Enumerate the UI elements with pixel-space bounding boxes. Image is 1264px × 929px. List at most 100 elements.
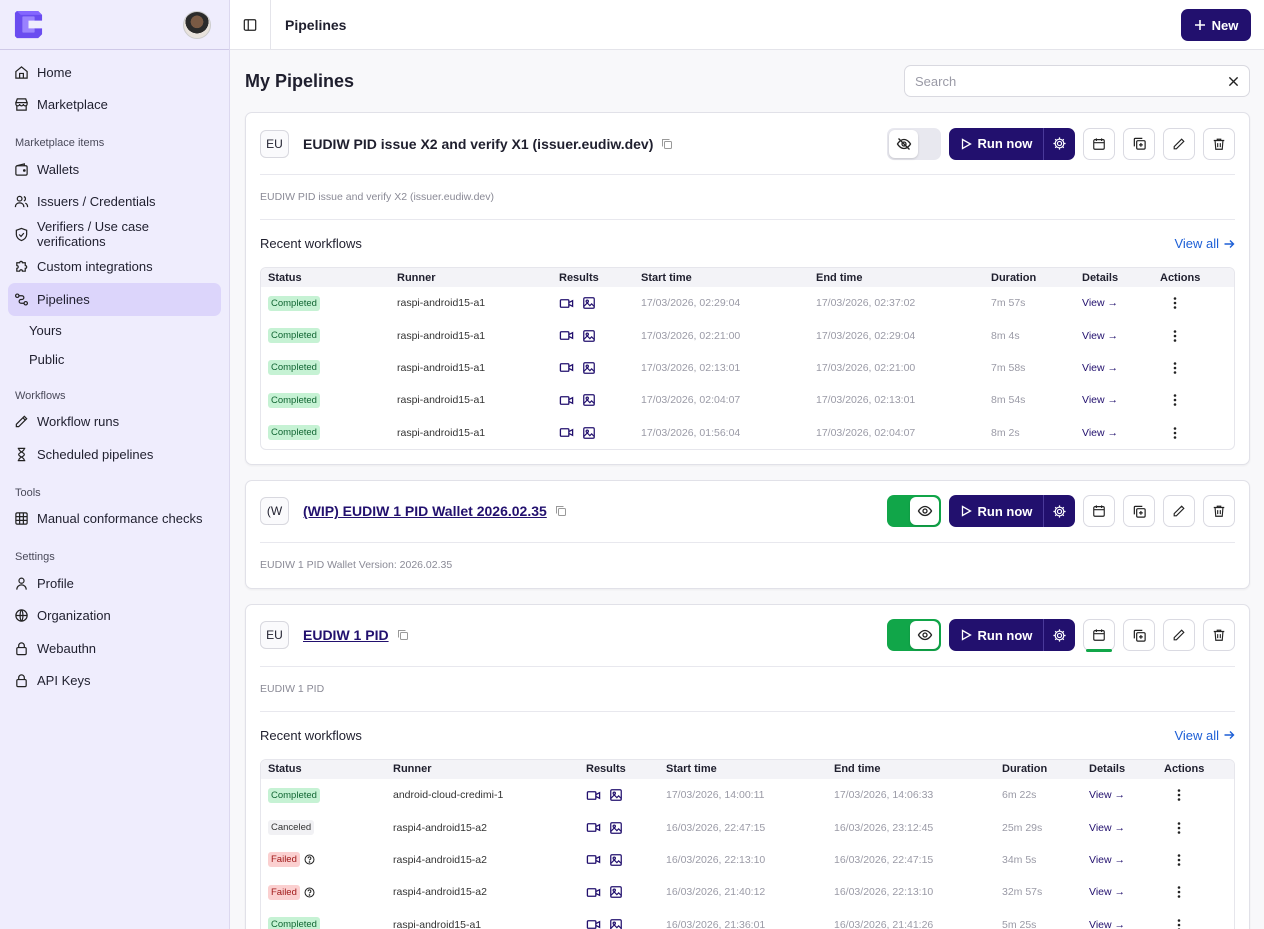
sidebar-item-scheduled-pipelines[interactable]: Scheduled pipelines — [8, 438, 221, 471]
view-details-link[interactable]: View → — [1089, 886, 1125, 899]
sidebar-item-organization[interactable]: Organization — [8, 600, 221, 633]
page-header: My Pipelines — [230, 50, 1264, 112]
app-logo[interactable] — [13, 9, 44, 40]
table-row: Failed raspi4-android15-a2 16/03/2026, 21:… — [261, 876, 1234, 908]
visibility-toggle[interactable] — [887, 619, 941, 652]
video-icon[interactable] — [586, 917, 601, 929]
view-all-link[interactable]: View all — [1174, 728, 1235, 743]
view-details-link[interactable]: View → — [1082, 361, 1118, 374]
duplicate-button[interactable] — [1123, 619, 1155, 652]
image-icon[interactable] — [582, 329, 596, 343]
run-now-button[interactable]: Run now — [949, 128, 1043, 160]
delete-button[interactable] — [1203, 495, 1235, 528]
image-icon[interactable] — [609, 918, 623, 929]
image-icon[interactable] — [609, 885, 623, 899]
view-details-link[interactable]: View → — [1089, 821, 1125, 834]
copy-icon[interactable] — [555, 505, 567, 517]
video-icon[interactable] — [586, 788, 601, 803]
sidebar-item-workflow-runs[interactable]: Workflow runs — [8, 406, 221, 439]
edit-button[interactable] — [1163, 495, 1195, 528]
sidebar-item-verifiers[interactable]: Verifiers / Use case verifications — [8, 218, 221, 251]
duplicate-icon — [1133, 629, 1146, 642]
sidebar-item-wallets[interactable]: Wallets — [8, 153, 221, 186]
actions-cell — [1153, 384, 1234, 416]
visibility-toggle[interactable] — [887, 127, 941, 160]
sidebar-item-pipelines[interactable]: Pipelines — [8, 283, 221, 316]
avatar[interactable] — [183, 10, 211, 39]
video-icon[interactable] — [586, 820, 601, 835]
view-details-link[interactable]: View → — [1082, 394, 1118, 407]
run-settings-button[interactable] — [1043, 619, 1075, 652]
more-vertical-icon[interactable] — [1172, 918, 1186, 929]
sidebar-nav: Home Marketplace Marketplace items Walle… — [0, 50, 229, 697]
more-vertical-icon[interactable] — [1172, 821, 1186, 835]
sidebar-toggle-button[interactable] — [230, 0, 271, 50]
more-vertical-icon[interactable] — [1168, 426, 1182, 440]
video-icon[interactable] — [559, 393, 574, 408]
edit-button[interactable] — [1163, 127, 1195, 160]
run-now-button[interactable]: Run now — [949, 619, 1043, 651]
sidebar-item-issuers[interactable]: Issuers / Credentials — [8, 186, 221, 219]
delete-button[interactable] — [1203, 127, 1235, 160]
view-details-link[interactable]: View → — [1089, 918, 1125, 929]
image-icon[interactable] — [609, 853, 623, 867]
run-settings-button[interactable] — [1043, 127, 1075, 160]
copy-icon[interactable] — [661, 138, 673, 150]
more-vertical-icon[interactable] — [1172, 885, 1186, 899]
delete-button[interactable] — [1203, 619, 1235, 652]
view-details-link[interactable]: View → — [1089, 853, 1125, 866]
image-icon[interactable] — [582, 361, 596, 375]
pipeline-name-link[interactable]: (WIP) EUDIW 1 PID Wallet 2026.02.35 — [303, 503, 547, 520]
new-pipeline-button[interactable]: New — [1181, 9, 1251, 41]
sidebar-item-profile[interactable]: Profile — [8, 567, 221, 600]
duplicate-button[interactable] — [1123, 127, 1155, 160]
sidebar-subitem-yours[interactable]: Yours — [29, 322, 62, 338]
sidebar-item-marketplace[interactable]: Marketplace — [8, 89, 221, 122]
schedule-button[interactable] — [1083, 619, 1115, 653]
help-icon[interactable] — [304, 854, 315, 865]
more-vertical-icon[interactable] — [1168, 296, 1182, 310]
view-details-link[interactable]: View → — [1082, 426, 1118, 439]
sidebar-item-custom-integrations[interactable]: Custom integrations — [8, 251, 221, 284]
edit-button[interactable] — [1163, 619, 1195, 652]
image-icon[interactable] — [609, 788, 623, 802]
more-vertical-icon[interactable] — [1168, 393, 1182, 407]
image-icon[interactable] — [582, 393, 596, 407]
calendar-icon — [1093, 629, 1105, 642]
sidebar-item-api-keys[interactable]: API Keys — [8, 665, 221, 698]
more-vertical-icon[interactable] — [1168, 361, 1182, 375]
image-icon[interactable] — [582, 426, 596, 440]
sidebar-subitem-public[interactable]: Public — [29, 351, 65, 367]
sidebar-item-webauthn[interactable]: Webauthn — [8, 632, 221, 665]
more-vertical-icon[interactable] — [1172, 788, 1186, 802]
pipeline-name-link[interactable]: EUDIW 1 PID — [303, 627, 389, 644]
schedule-button[interactable] — [1083, 495, 1115, 528]
close-icon[interactable] — [1228, 76, 1239, 87]
search-input[interactable] — [915, 73, 1215, 89]
video-icon[interactable] — [586, 852, 601, 867]
copy-icon[interactable] — [397, 629, 409, 641]
visibility-toggle[interactable] — [887, 495, 941, 528]
view-all-link[interactable]: View all — [1174, 236, 1235, 251]
schedule-button[interactable] — [1083, 127, 1115, 160]
table-header-row: Status Runner Results Start time End time Dur… — [261, 759, 1234, 779]
run-now-button[interactable]: Run now — [949, 495, 1043, 527]
duplicate-button[interactable] — [1123, 495, 1155, 528]
video-icon[interactable] — [559, 360, 574, 375]
run-settings-button[interactable] — [1043, 495, 1075, 528]
end-time-cell: 16/03/2026, 22:47:15 — [834, 853, 934, 866]
help-icon[interactable] — [304, 887, 315, 898]
view-details-link[interactable]: View → — [1082, 297, 1118, 310]
sidebar-item-home[interactable]: Home — [8, 56, 221, 89]
image-icon[interactable] — [609, 821, 623, 835]
image-icon[interactable] — [582, 296, 596, 310]
view-details-link[interactable]: View → — [1082, 329, 1118, 342]
more-vertical-icon[interactable] — [1172, 853, 1186, 867]
view-details-link[interactable]: View → — [1089, 789, 1125, 802]
video-icon[interactable] — [559, 425, 574, 440]
video-icon[interactable] — [559, 296, 574, 311]
video-icon[interactable] — [586, 885, 601, 900]
more-vertical-icon[interactable] — [1168, 329, 1182, 343]
sidebar-item-manual-conformance[interactable]: Manual conformance checks — [8, 503, 221, 536]
video-icon[interactable] — [559, 328, 574, 343]
